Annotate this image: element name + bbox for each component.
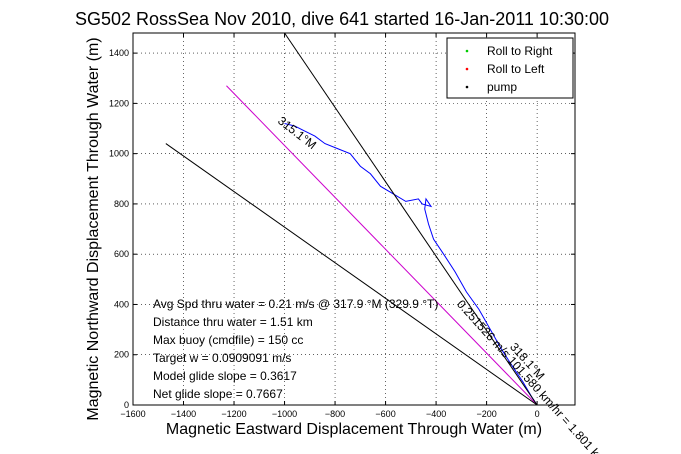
legend-label: Roll to Left: [487, 62, 545, 76]
chart-title: SG502 RossSea Nov 2010, dive 641 started…: [75, 9, 609, 29]
stats-annotation: Target w = 0.0909091 m/s: [153, 351, 291, 365]
stats-annotation: Distance thru water = 1.51 km: [153, 315, 313, 329]
series-line-0: [284, 123, 538, 406]
x-tick-label: −1600: [120, 409, 145, 419]
y-tick-label: 200: [114, 350, 129, 360]
x-tick-label: −800: [325, 409, 345, 419]
stats-annotation: Max buoy (cmdfile) = 150 cc: [153, 333, 303, 347]
line-labels: 315.1°M0.251526 m/s 101.580 km/hr = 1.80…: [275, 114, 609, 454]
line-label-0: 315.1°M: [275, 114, 319, 153]
x-tick-label: −600: [375, 409, 395, 419]
legend-marker: [465, 67, 469, 71]
x-tick-label: −1200: [221, 409, 246, 419]
legend-marker: [465, 49, 469, 53]
plot-frame: [132, 32, 576, 406]
y-tick-label: 0: [124, 400, 129, 410]
x-tick-label: −1400: [171, 409, 196, 419]
legend-marker: [465, 85, 469, 89]
y-tick-label: 1000: [109, 149, 129, 159]
legend: Roll to Right Roll to Left pump: [446, 37, 574, 99]
series-line-1: [226, 85, 538, 406]
stats-annotation: Model glide slope = 0.3617: [153, 369, 297, 383]
y-tick-label: 400: [114, 299, 129, 309]
series-lines: [165, 32, 538, 406]
y-tick-label: 1200: [109, 98, 129, 108]
annotations: Avg Spd thru water = 0.21 m/s @ 317.9 °M…: [153, 297, 438, 401]
legend-box: [446, 37, 574, 99]
stats-annotation: Avg Spd thru water = 0.21 m/s @ 317.9 °M…: [153, 297, 438, 311]
stats-annotation: Net glide slope = 0.7667: [153, 387, 283, 401]
x-axis-label: Magnetic Eastward Displacement Through W…: [166, 421, 542, 438]
series-line-2: [165, 143, 538, 406]
y-axis-label: Magnetic Northward Displacement Through …: [85, 37, 102, 420]
legend-label: pump: [487, 80, 517, 94]
x-tick-label: −1000: [272, 409, 297, 419]
x-tick-label: −400: [426, 409, 446, 419]
x-tick-label: 0: [535, 409, 540, 419]
axes: −1600 −1400 −1200 −1000 −800 −600 −400 −200 0 0 20…: [109, 32, 576, 419]
legend-label: Roll to Right: [487, 44, 553, 58]
x-tick-label: −200: [476, 409, 496, 419]
y-tick-label: 600: [114, 249, 129, 259]
y-tick-label: 1400: [109, 48, 129, 58]
series-line-3: [284, 32, 538, 406]
y-tick-label: 800: [114, 199, 129, 209]
